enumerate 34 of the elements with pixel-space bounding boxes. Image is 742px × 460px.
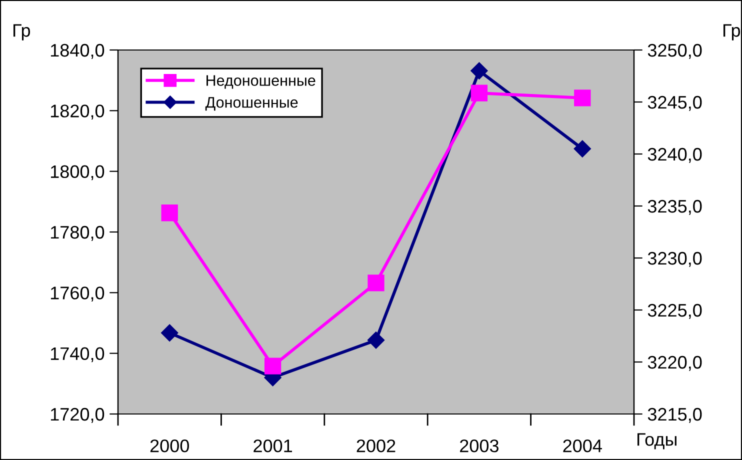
y2-tick-label: 3220,0: [648, 356, 702, 371]
x-tick-label: 2000: [150, 439, 189, 452]
y-tick-label: 1780,0: [50, 226, 104, 241]
x-tick-label: 2003: [460, 439, 498, 452]
x-tick-label: 2004: [563, 439, 602, 452]
y-tick-label: 1820,0: [50, 104, 104, 120]
point: [470, 62, 488, 80]
y2-tick-label: 3240,0: [648, 148, 702, 163]
x-axis-title: Годы: [637, 433, 676, 450]
point: [264, 358, 282, 374]
y-tick-label: 1800,0: [50, 165, 104, 180]
y2-tick-label: 3225,0: [648, 304, 702, 319]
legend-label: Доношенные: [205, 97, 298, 111]
point: [470, 84, 488, 102]
legend-label: Недоношенные: [206, 75, 316, 89]
point: [574, 90, 591, 106]
point: [161, 324, 178, 342]
y-axis-title: Гр: [13, 24, 30, 40]
y-tick-label: 1740,0: [50, 347, 104, 362]
y2-axis-title: Гр: [723, 24, 740, 40]
y2-tick-label: 3215,0: [648, 408, 702, 423]
point: [161, 204, 178, 222]
y2-tick-label: 3245,0: [648, 96, 702, 111]
point: [368, 274, 384, 292]
y-tick-label: 1720,0: [50, 408, 104, 423]
x-tick-label: 2002: [356, 439, 396, 452]
y2-tick-label: 3230,0: [648, 252, 702, 267]
y-tick-label: 1760,0: [50, 286, 104, 302]
y2-tick-label: 3250,0: [648, 44, 702, 59]
y2-tick-label: 3235,0: [648, 200, 702, 215]
y-tick-label: 1840,0: [50, 44, 104, 59]
point: [367, 332, 385, 349]
point: [574, 140, 591, 158]
x-tick-label: 2001: [254, 439, 292, 452]
